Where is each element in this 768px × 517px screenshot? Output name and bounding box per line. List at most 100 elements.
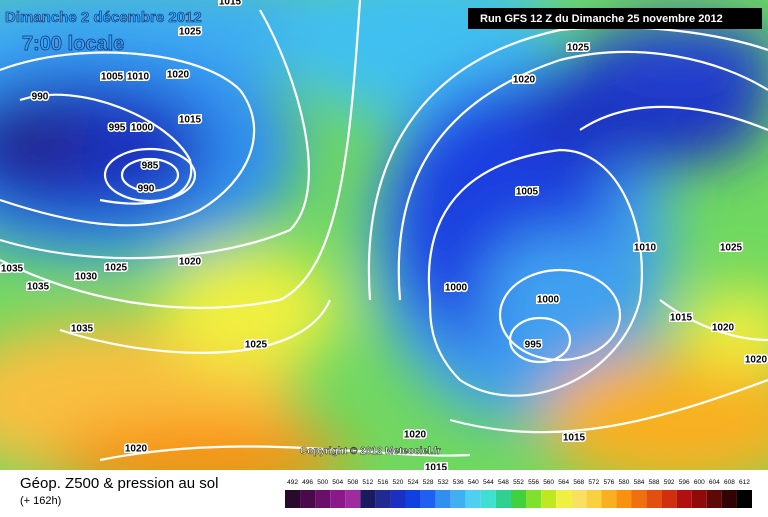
isobar-label: 1015 bbox=[179, 115, 202, 126]
colorbar-swatch bbox=[541, 490, 557, 508]
isobar-label: 995 bbox=[109, 123, 126, 134]
isobar-label: 1035 bbox=[1, 264, 24, 275]
isobar-label: 1025 bbox=[567, 43, 590, 54]
colorbar-label: 612 bbox=[739, 479, 750, 486]
colorbar-label: 604 bbox=[709, 479, 720, 486]
colorbar-label: 504 bbox=[332, 479, 343, 486]
colorbar-swatch bbox=[616, 490, 632, 508]
colorbar-label: 500 bbox=[317, 479, 328, 486]
colorbar-swatch bbox=[345, 490, 361, 508]
colorbar-label: 536 bbox=[453, 479, 464, 486]
colorbar-label: 596 bbox=[679, 479, 690, 486]
colorbar-swatch bbox=[631, 490, 647, 508]
colorbar-label: 544 bbox=[483, 479, 494, 486]
isobar-label: 1030 bbox=[75, 272, 98, 283]
colorbar-swatch bbox=[390, 490, 406, 508]
isobar-label: 1000 bbox=[445, 283, 468, 294]
copyright: Copyright © 2012 Meteociel.fr bbox=[300, 446, 441, 457]
colorbar-swatch bbox=[661, 490, 677, 508]
colorbar-swatch bbox=[360, 490, 376, 508]
colorbar-label: 608 bbox=[724, 479, 735, 486]
colorbar-label: 556 bbox=[528, 479, 539, 486]
colorbar-swatch bbox=[586, 490, 602, 508]
isobars bbox=[0, 0, 768, 462]
isobar-label: 1005 bbox=[516, 187, 539, 198]
colorbar-swatch bbox=[480, 490, 496, 508]
colorbar-swatch bbox=[375, 490, 391, 508]
colorbar-swatch bbox=[721, 490, 737, 508]
isobar-label: 1020 bbox=[712, 323, 735, 334]
colorbar-swatch bbox=[691, 490, 707, 508]
colorbar-label: 588 bbox=[649, 479, 660, 486]
colorbar-label: 552 bbox=[513, 479, 524, 486]
isobar-label: 1015 bbox=[563, 433, 586, 444]
isobar-label: 1025 bbox=[245, 340, 268, 351]
run-box bbox=[468, 8, 762, 29]
isobar-label: 1020 bbox=[167, 70, 190, 81]
colorbar-swatch bbox=[405, 490, 421, 508]
isobar-label: 1020 bbox=[513, 75, 536, 86]
colorbar-swatch bbox=[736, 490, 752, 508]
colorbar-label: 580 bbox=[619, 479, 630, 486]
isobar-label: 1025 bbox=[105, 263, 128, 274]
colorbar-label: 568 bbox=[573, 479, 584, 486]
colorbar-swatch bbox=[556, 490, 572, 508]
isobar-label: 985 bbox=[142, 161, 159, 172]
colorbar-swatch bbox=[676, 490, 692, 508]
colorbar-label: 600 bbox=[694, 479, 705, 486]
colorbar-label: 496 bbox=[302, 479, 313, 486]
colorbar-swatch bbox=[495, 490, 511, 508]
colorbar-swatch bbox=[526, 490, 542, 508]
colorbar-label: 584 bbox=[634, 479, 645, 486]
colorbar-label: 564 bbox=[558, 479, 569, 486]
colorbar-swatch bbox=[285, 490, 301, 508]
colorbar-label: 560 bbox=[543, 479, 554, 486]
colorbar-swatch bbox=[510, 490, 527, 508]
colorbar-label: 492 bbox=[287, 479, 298, 486]
isobar-label: 990 bbox=[32, 92, 49, 103]
colorbar-label: 576 bbox=[603, 479, 614, 486]
isobar-label: 1015 bbox=[219, 0, 242, 8]
map-date: Dimanche 2 décembre 2012 bbox=[5, 9, 202, 26]
isobar-label: 1020 bbox=[179, 257, 202, 268]
legend-subtitle: (+ 162h) bbox=[20, 495, 61, 507]
colorbar-label: 528 bbox=[423, 479, 434, 486]
legend-title: Géop. Z500 & pression au sol bbox=[20, 475, 218, 492]
isobar-label: 990 bbox=[138, 184, 155, 195]
isobar-label: 1025 bbox=[720, 243, 743, 254]
isobar-label: 1025 bbox=[179, 27, 202, 38]
colorbar-label: 512 bbox=[362, 479, 373, 486]
isobar-label: 1020 bbox=[125, 444, 148, 455]
colorbar-swatch bbox=[706, 490, 722, 508]
colorbar-label: 508 bbox=[347, 479, 358, 486]
colorbar-swatch bbox=[450, 490, 466, 508]
colorbar-swatch bbox=[601, 490, 617, 508]
isobar-label: 1010 bbox=[127, 72, 150, 83]
colorbar-label: 520 bbox=[393, 479, 404, 486]
isobar-label: 1015 bbox=[670, 313, 693, 324]
colorbar-swatch bbox=[300, 490, 316, 508]
isobar-label: 1000 bbox=[131, 123, 154, 134]
colorbar-swatch bbox=[646, 490, 662, 508]
colorbar-label: 592 bbox=[664, 479, 675, 486]
map-time: 7:00 locale bbox=[22, 33, 124, 55]
colorbar-label: 516 bbox=[377, 479, 388, 486]
colorbar-label: 572 bbox=[588, 479, 599, 486]
colorbar-label: 548 bbox=[498, 479, 509, 486]
run-info: Run GFS 12 Z du Dimanche 25 novembre 201… bbox=[480, 13, 723, 25]
colorbar-swatch bbox=[465, 490, 481, 508]
colorbar-swatch bbox=[330, 490, 346, 508]
isobar-label: 1020 bbox=[404, 430, 427, 441]
isobar-label: 995 bbox=[525, 340, 542, 351]
isobar-label: 1035 bbox=[27, 282, 50, 293]
isobar-label: 1020 bbox=[745, 355, 768, 366]
colorbar-label: 540 bbox=[468, 479, 479, 486]
isobar-label: 1035 bbox=[71, 324, 94, 335]
colorbar-label: 524 bbox=[408, 479, 419, 486]
colorbar-swatch bbox=[571, 490, 587, 508]
colorbar-label: 532 bbox=[438, 479, 449, 486]
colorbar-swatch bbox=[420, 490, 436, 508]
colorbar-swatch bbox=[435, 490, 451, 508]
colorbar-swatch bbox=[315, 490, 331, 508]
